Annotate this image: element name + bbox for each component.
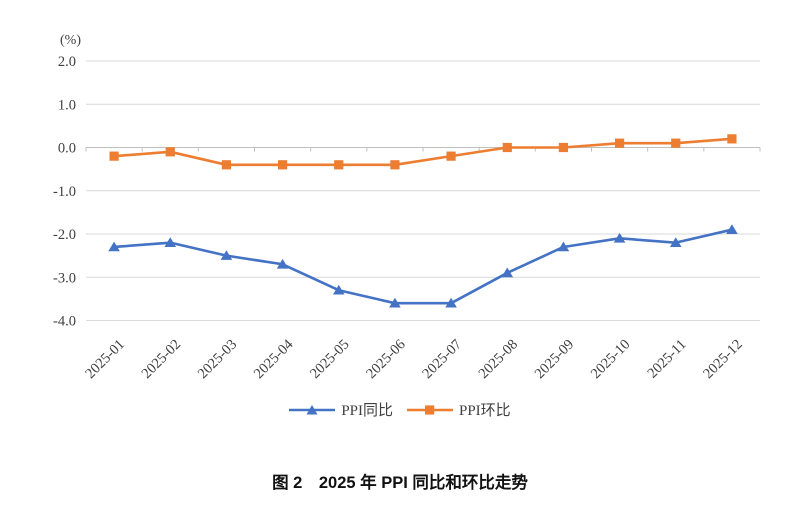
square-marker	[165, 147, 175, 157]
series-line	[112, 137, 734, 167]
mom-square-line-icon	[407, 404, 453, 415]
triangle-marker	[108, 241, 120, 252]
x-tick-label: 2025-01	[82, 337, 127, 382]
x-tick-label: 2025-12	[700, 337, 745, 382]
triangle-marker	[220, 250, 233, 260]
legend-label-ppi-yoy: PPI同比	[341, 403, 393, 419]
triangle-marker	[557, 241, 570, 252]
chart-legend: PPI同比 PPI环比	[0, 399, 800, 420]
x-tick-label: 2025-02	[139, 337, 184, 382]
x-tick-label: 2025-08	[476, 337, 521, 382]
triangle-marker	[276, 258, 289, 269]
y-tick-label: 1.0	[58, 97, 76, 113]
x-tick-label: 2025-07	[419, 337, 464, 382]
series-PPI同比	[108, 224, 738, 308]
legend-label-ppi-mom: PPI环比	[459, 403, 511, 419]
square-marker	[109, 151, 119, 161]
square-marker	[502, 142, 512, 153]
square-marker	[614, 138, 625, 148]
x-tick-label: 2025-06	[363, 337, 408, 382]
y-tick-label: -1.0	[53, 184, 76, 200]
series-PPI环比	[109, 134, 737, 170]
chart-caption: 图 2 2025 年 PPI 同比和环比走势	[272, 474, 528, 492]
square-marker	[334, 160, 344, 170]
triangle-marker	[445, 297, 457, 308]
square-marker	[390, 160, 400, 170]
triangle-marker	[726, 224, 738, 234]
triangle-marker	[501, 267, 514, 278]
triangle-marker	[613, 232, 626, 243]
triangle-marker	[389, 297, 401, 308]
x-tick-label: 2025-05	[307, 337, 352, 382]
x-tick-label: 2025-11	[644, 337, 689, 382]
triangle-marker	[669, 237, 682, 247]
square-marker	[277, 160, 288, 170]
series-line	[112, 228, 734, 305]
x-tick-label: 2025-10	[588, 337, 633, 382]
triangle-marker	[164, 237, 177, 247]
y-tick-label: -3.0	[53, 270, 76, 286]
x-tick-label: 2025-04	[251, 336, 297, 382]
y-tick-label: 0.0	[58, 141, 76, 157]
x-tick-label: 2025-03	[195, 337, 240, 382]
triangle-marker	[332, 284, 345, 295]
y-axis-unit-label: (%)	[60, 33, 81, 48]
square-marker	[221, 160, 232, 170]
yoy-triangle-line-icon	[289, 404, 336, 414]
square-marker	[446, 151, 456, 161]
square-marker	[558, 142, 569, 153]
square-marker	[671, 138, 681, 148]
square-marker	[727, 134, 737, 144]
y-tick-label: -2.0	[53, 227, 76, 243]
y-tick-label: 2.0	[58, 54, 76, 70]
y-tick-label: -4.0	[53, 314, 76, 330]
x-tick-label: 2025-09	[532, 337, 577, 382]
legend-item-ppi-yoy: PPI同比	[289, 399, 393, 420]
legend-item-ppi-mom: PPI环比	[407, 399, 511, 420]
